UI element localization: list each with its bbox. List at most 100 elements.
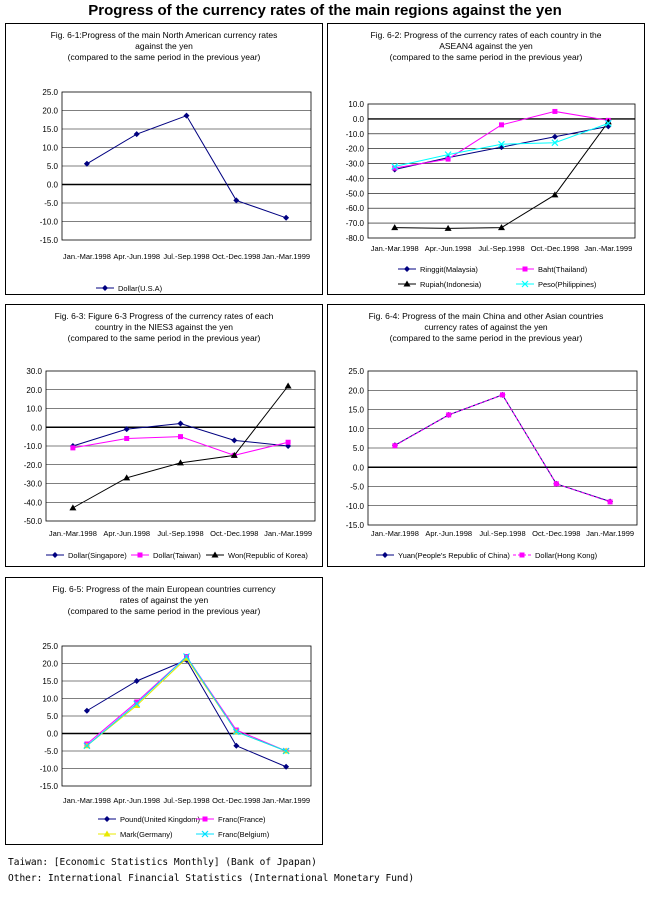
legend-entry: Peso(Philippines)	[516, 280, 597, 289]
data-point	[123, 474, 131, 481]
legend-swatch-marker	[522, 266, 528, 272]
legend-label: Dollar(Taiwan)	[153, 551, 201, 560]
y-tick-label: 20.0	[348, 386, 364, 395]
series-dollar-u-s-a	[83, 112, 290, 221]
data-point	[285, 439, 291, 445]
y-tick-label: -10.0	[40, 218, 59, 227]
chart-panel-fig-6-4: Fig. 6-4: Progress of the main China and…	[327, 304, 645, 567]
y-tick-label: 15.0	[42, 677, 58, 686]
chart-svg: 25.0 20.0 15.0 10.0 5.0 0.0 -5.0 -10.0 -15.0 Jan.…	[346, 367, 638, 560]
legend-entry: Franc(France)	[196, 815, 266, 824]
data-point	[391, 163, 399, 170]
data-point	[551, 133, 558, 140]
x-tick-label: Jul.-Sep.1998	[163, 796, 209, 805]
y-tick-label: 0.0	[47, 181, 59, 190]
legend-entry: Ringgit(Malaysia)	[398, 265, 478, 274]
legend-entry: Dollar(U.S.A)	[96, 284, 163, 293]
legend-swatch-marker	[103, 830, 111, 837]
data-point	[183, 653, 190, 660]
series-won-republic-of-korea	[69, 382, 292, 511]
y-tick-label: -50.0	[346, 189, 365, 198]
series-franc-belgium	[83, 653, 290, 755]
chart-svg: 25.0 20.0 15.0 10.0 5.0 0.0 -5.0 -10.0 -15.0 Jan.…	[40, 642, 312, 839]
x-tick-label: Jan.-Mar.1999	[584, 244, 632, 253]
data-point	[445, 156, 451, 162]
data-point	[604, 118, 612, 125]
data-point	[178, 434, 183, 440]
chart-title: Fig. 6-5: Progress of the main European …	[52, 584, 276, 616]
x-tick-label: Jan.-Mar.1999	[586, 529, 634, 538]
legend-label: Ringgit(Malaysia)	[420, 265, 478, 274]
y-tick-label: -15.0	[346, 521, 365, 530]
x-tick-label: Apr.-Jun.1998	[425, 529, 472, 538]
data-point	[70, 445, 76, 451]
y-tick-label: 20.0	[42, 107, 58, 116]
data-point	[83, 742, 91, 750]
legend-entry: Franc(Belgium)	[196, 830, 270, 839]
y-tick-label: -10.0	[24, 442, 43, 451]
legend-label: Franc(Belgium)	[218, 830, 270, 839]
data-point	[392, 443, 398, 449]
y-tick-label: 20.0	[42, 660, 58, 669]
y-tick-label: -60.0	[346, 204, 365, 213]
data-point	[233, 197, 240, 204]
legend-swatch-marker	[201, 830, 209, 838]
series-dollar-hong-kong	[392, 392, 613, 505]
y-tick-label: -15.0	[40, 236, 59, 245]
data-point	[283, 763, 290, 770]
y-tick-label: 5.0	[47, 712, 59, 721]
x-tick-label: Jan.-Mar.1998	[49, 529, 97, 538]
y-tick-label: 25.0	[348, 367, 364, 376]
x-tick-label: Jul.-Sep.1998	[163, 252, 209, 261]
y-tick-label: -10.0	[40, 765, 59, 774]
x-tick-label: Apr.-Jun.1998	[425, 244, 472, 253]
data-point	[499, 122, 504, 128]
y-tick-label: -70.0	[346, 219, 365, 228]
page-title: Progress of the currency rates of the ma…	[88, 2, 562, 19]
data-point	[233, 742, 240, 749]
legend-swatch-marker	[52, 552, 58, 558]
data-point	[133, 131, 140, 138]
y-tick-label: -30.0	[346, 160, 365, 169]
legend-entry: Won(Republic of Korea)	[206, 551, 308, 560]
data-point	[282, 747, 290, 755]
y-tick-label: 10.0	[348, 425, 364, 434]
data-point	[551, 191, 559, 198]
data-point	[124, 436, 130, 441]
legend-swatch-marker	[202, 816, 208, 822]
chart-panel-fig-6-1: Fig. 6-1:Progress of the main North Amer…	[5, 23, 323, 295]
data-point	[133, 678, 140, 684]
y-tick-label: 20.0	[26, 386, 42, 395]
legend-entry: Dollar(Taiwan)	[131, 551, 201, 560]
y-tick-label: 15.0	[42, 125, 58, 134]
legend-entry: Yuan(People's Republic of China)	[376, 551, 510, 560]
source-note-other: Other: International Financial Statistic…	[8, 873, 415, 884]
legend-swatch-marker	[382, 552, 388, 558]
x-tick-label: Jan.-Mar.1998	[63, 252, 111, 261]
data-point	[607, 499, 613, 505]
data-point	[498, 224, 505, 231]
legend-entry: Pound(United Kingdom)	[98, 815, 201, 824]
legend-label: Dollar(U.S.A)	[118, 284, 163, 293]
legend-swatch-marker	[211, 551, 219, 558]
source-note-taiwan: Taiwan: [Economic Statistics Monthly] (B…	[8, 857, 317, 868]
y-tick-label: 0.0	[31, 423, 43, 432]
legend-entry: Mark(Germany)	[98, 830, 173, 839]
y-tick-label: -80.0	[346, 234, 365, 243]
x-tick-label: Oct.-Dec.1998	[531, 244, 579, 253]
x-tick-label: Jan.-Mar.1999	[262, 252, 310, 261]
data-point	[283, 214, 290, 221]
y-tick-label: -15.0	[40, 782, 59, 791]
data-point	[498, 140, 505, 148]
data-point	[232, 728, 240, 736]
y-tick-label: 5.0	[353, 444, 365, 453]
y-tick-label: 25.0	[42, 88, 58, 97]
data-point	[230, 451, 238, 458]
legend-label: Peso(Philippines)	[538, 280, 597, 289]
y-tick-label: -5.0	[44, 199, 58, 208]
y-tick-label: 0.0	[353, 463, 365, 472]
chart-title: Fig. 6-3: Figure 6-3 Progress of the cur…	[54, 311, 274, 343]
data-point	[231, 437, 238, 444]
chart-panel-fig-6-2: Fig. 6-2: Progress of the currency rates…	[327, 23, 645, 295]
legend-swatch-marker	[137, 552, 143, 558]
